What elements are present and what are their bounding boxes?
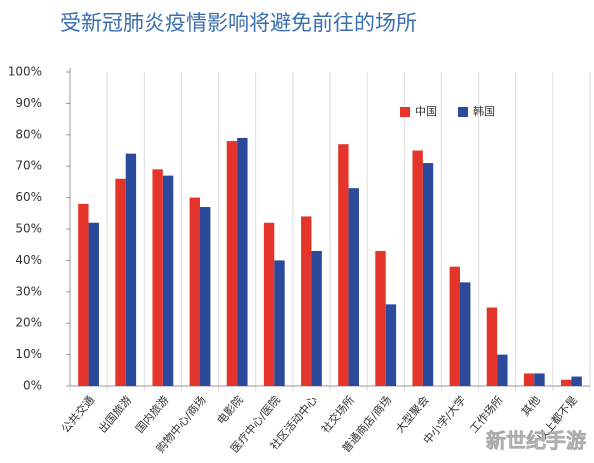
bar — [301, 216, 312, 386]
bar — [375, 250, 386, 386]
bar — [200, 207, 211, 386]
bar — [534, 373, 545, 386]
bar — [263, 222, 275, 386]
legend-label: 中国 — [415, 105, 437, 118]
bar — [189, 197, 200, 386]
x-tick-label: 出国旅游 — [95, 393, 134, 436]
bar — [385, 304, 397, 386]
x-tick-label: 社交场所 — [318, 393, 357, 436]
x-tick-label: 电影院 — [214, 393, 246, 427]
bar — [274, 260, 285, 386]
y-tick-label: 10% — [15, 347, 42, 361]
y-tick-label: 80% — [15, 127, 42, 141]
bar — [412, 150, 423, 386]
bar — [226, 141, 238, 386]
bar — [115, 178, 126, 386]
legend-swatch — [400, 107, 410, 117]
x-tick-label: 其他 — [519, 394, 543, 419]
y-tick-label: 70% — [15, 159, 42, 173]
x-tick-label: 国内旅游 — [132, 393, 171, 436]
y-tick-label: 30% — [15, 284, 42, 298]
bar — [460, 282, 471, 386]
bar — [237, 137, 248, 386]
y-tick-label: 60% — [15, 190, 42, 204]
bar — [125, 153, 137, 386]
bar — [152, 169, 163, 386]
chart-title: 受新冠肺炎疫情影响将避免前往的场所 — [60, 11, 417, 35]
bar — [523, 373, 535, 386]
y-tick-label: 40% — [15, 253, 42, 267]
bar — [561, 379, 572, 386]
y-tick-label: 50% — [15, 222, 42, 236]
bar — [486, 307, 498, 386]
y-tick-label: 0% — [23, 379, 42, 393]
bar — [311, 250, 322, 386]
bar — [338, 144, 349, 386]
bar — [422, 163, 434, 386]
bar — [88, 222, 99, 386]
bar — [78, 203, 89, 386]
bar — [571, 376, 582, 386]
y-tick-label: 90% — [15, 96, 42, 110]
x-tick-label: 公共交通 — [58, 393, 97, 436]
y-tick-label: 20% — [15, 316, 42, 330]
bar — [497, 354, 508, 386]
watermark: 新世纪手游 — [486, 429, 586, 453]
bar — [449, 266, 460, 386]
bar — [348, 188, 359, 386]
legend-swatch — [458, 107, 468, 117]
legend-label: 韩国 — [473, 104, 495, 118]
bar — [162, 175, 174, 386]
y-tick-label: 100% — [8, 65, 42, 79]
x-tick-label: 大型聚会 — [392, 393, 431, 436]
